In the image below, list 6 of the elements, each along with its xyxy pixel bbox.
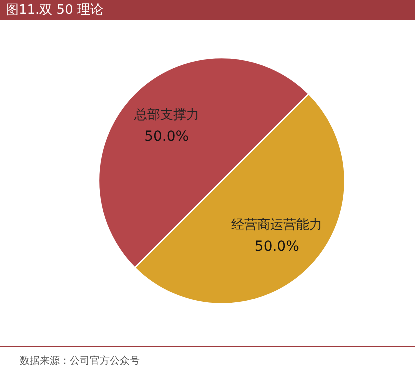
data-label: 50.0% — [144, 128, 190, 145]
slice-label: 总部支撑力 — [133, 108, 200, 123]
source-note: 数据来源：公司官方公众号 — [20, 355, 140, 367]
chart-title: 图11.双 50 理论 — [6, 3, 104, 18]
data-label: 50.0% — [254, 239, 300, 256]
slice-label: 经营商运营能力 — [232, 218, 323, 234]
